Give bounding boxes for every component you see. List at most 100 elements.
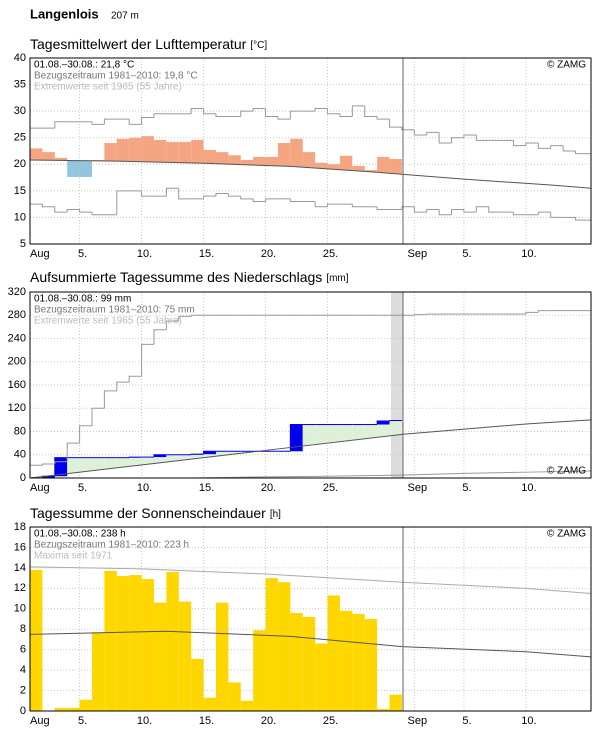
y-tick-label: 80 bbox=[14, 425, 26, 437]
legend-entry: Extremwerte seit 1965 (55 Jahre) bbox=[34, 316, 182, 327]
y-tick-label: 240 bbox=[8, 332, 26, 344]
x-tick-label: 25. bbox=[323, 482, 338, 494]
cumulative-step bbox=[203, 450, 216, 455]
temperature-bar bbox=[203, 149, 216, 164]
chart: Tagessumme der Sonnenscheindauer [h] 0 2 4 6 8… bbox=[14, 505, 592, 727]
extreme-step bbox=[41, 204, 55, 208]
extreme-step bbox=[451, 208, 464, 215]
extreme-step bbox=[413, 129, 427, 136]
y-tick-label: 4 bbox=[20, 664, 26, 676]
chart-unit: [h] bbox=[270, 509, 281, 520]
extreme-step bbox=[252, 107, 266, 112]
extreme-step bbox=[339, 113, 353, 117]
extreme-step bbox=[178, 315, 192, 322]
sunshine-bar bbox=[166, 571, 179, 711]
extreme-step bbox=[364, 105, 378, 117]
sunshine-bar bbox=[377, 708, 390, 711]
extreme-step bbox=[252, 198, 266, 202]
extreme-step bbox=[91, 407, 105, 426]
chart-title: Tagessumme der Sonnenscheindauer [h] bbox=[30, 505, 281, 521]
extreme-step bbox=[79, 209, 92, 213]
y-tick-label: 320 bbox=[8, 286, 26, 298]
temperature-bar bbox=[42, 152, 55, 161]
extreme-step bbox=[153, 329, 167, 345]
extreme-step bbox=[513, 140, 526, 147]
extreme-step bbox=[141, 117, 154, 125]
legend-entry: Bezugszeitraum 1981–2010: 75 mm bbox=[34, 305, 195, 316]
sunshine-bar bbox=[253, 630, 266, 711]
extreme-step bbox=[525, 311, 539, 315]
extreme-step bbox=[550, 145, 564, 149]
cumulative-step bbox=[289, 424, 303, 452]
cumulative-step bbox=[153, 454, 167, 458]
plot-area bbox=[30, 310, 591, 478]
extreme-step bbox=[66, 208, 80, 213]
extreme-step bbox=[41, 463, 55, 466]
temperature-bar bbox=[67, 160, 80, 178]
surplus-area bbox=[129, 457, 142, 467]
extreme-step bbox=[575, 151, 588, 155]
sunshine-bar bbox=[215, 602, 229, 711]
surplus-area bbox=[141, 457, 154, 465]
sunshine-bar bbox=[290, 612, 303, 711]
extreme-step bbox=[289, 198, 303, 202]
chart-title: Tagesmittelwert der Lufttemperatur [°C] bbox=[30, 36, 267, 52]
extreme-step bbox=[116, 381, 130, 391]
surplus-area bbox=[91, 457, 105, 471]
reference-line bbox=[30, 419, 591, 478]
extreme-step bbox=[575, 217, 588, 221]
y-tick-label: 0 bbox=[20, 705, 26, 717]
x-tick-label: 5. bbox=[462, 482, 471, 494]
precipitation-bar bbox=[42, 476, 55, 478]
extreme-step bbox=[327, 108, 340, 115]
x-tick-label: 20. bbox=[261, 248, 276, 260]
credit: © ZAMG bbox=[547, 466, 586, 477]
extreme-step bbox=[190, 314, 204, 317]
extreme-step bbox=[426, 313, 440, 315]
extreme-step bbox=[240, 196, 254, 200]
temperature-bar bbox=[352, 165, 365, 172]
y-tick-label: 120 bbox=[8, 402, 26, 414]
extreme-step bbox=[91, 212, 105, 216]
extreme-step bbox=[190, 107, 204, 114]
x-tick-label: Aug bbox=[30, 482, 50, 494]
temperature-bar bbox=[30, 148, 43, 161]
extreme-step bbox=[66, 442, 80, 462]
y-tick-label: 8 bbox=[20, 623, 26, 635]
sunshine-bar bbox=[228, 682, 241, 711]
legend-entry: Maxima seit 1971 bbox=[34, 551, 113, 562]
temperature-bar bbox=[116, 138, 130, 162]
surplus-area bbox=[377, 421, 390, 438]
extreme-step bbox=[351, 105, 365, 117]
extreme-step bbox=[463, 209, 477, 213]
plot-frame bbox=[29, 57, 592, 245]
extreme-step bbox=[116, 190, 130, 215]
surplus-area bbox=[67, 457, 80, 474]
page-title: Langenlois bbox=[30, 6, 99, 21]
cumulative-step bbox=[190, 453, 204, 455]
surplus-area bbox=[364, 424, 378, 439]
extreme-step bbox=[376, 206, 390, 210]
extreme-step bbox=[413, 314, 427, 316]
x-tick-label: 5. bbox=[78, 482, 87, 494]
extreme-step bbox=[426, 208, 440, 213]
precipitation-bar bbox=[203, 451, 216, 455]
temperature-bar bbox=[153, 139, 167, 163]
surplus-area bbox=[116, 457, 130, 468]
y-tick-label: 18 bbox=[14, 521, 26, 533]
reference-line bbox=[30, 159, 591, 189]
extreme-step bbox=[327, 203, 340, 207]
surplus-area bbox=[79, 457, 92, 473]
extreme-step bbox=[165, 187, 179, 197]
x-tick-label: 20. bbox=[261, 715, 276, 727]
y-tick-label: 6 bbox=[20, 644, 26, 656]
credit: © ZAMG bbox=[547, 60, 586, 71]
reference-line bbox=[30, 630, 591, 658]
sunshine-bar bbox=[104, 570, 117, 711]
extreme-step bbox=[438, 132, 452, 144]
sunshine-bar bbox=[116, 576, 130, 711]
extreme-step bbox=[265, 198, 278, 202]
temperature-bar bbox=[141, 136, 154, 163]
temperature-bar bbox=[178, 141, 192, 163]
temperature-bar bbox=[79, 160, 92, 178]
